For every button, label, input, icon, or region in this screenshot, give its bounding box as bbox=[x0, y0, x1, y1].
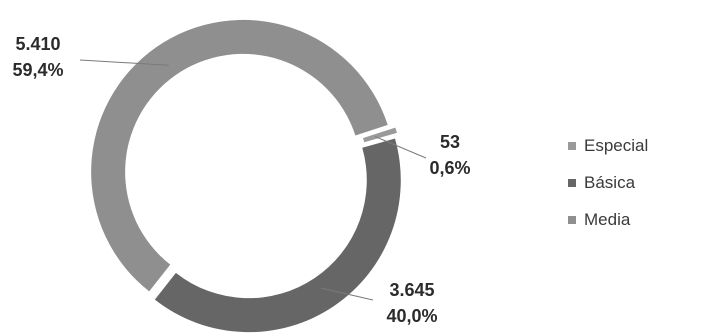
leader-lines-group bbox=[79, 59, 427, 301]
percent-label-2: 59,4% bbox=[12, 60, 63, 80]
legend-swatch-b-sica bbox=[568, 179, 576, 187]
value-label-1: 3.645 bbox=[389, 280, 434, 300]
percent-label-0: 0,6% bbox=[429, 158, 470, 178]
slice-media bbox=[91, 19, 388, 292]
leader-line-2 bbox=[79, 59, 169, 66]
slice-especial bbox=[363, 127, 397, 143]
slices-group bbox=[91, 19, 401, 333]
value-label-0: 53 bbox=[440, 132, 460, 152]
legend: Especial Básica Media bbox=[568, 136, 648, 229]
percent-label-1: 40,0% bbox=[386, 306, 437, 326]
data-labels-group: 53 0,6% 3.645 40,0% 5.410 59,4% bbox=[12, 34, 470, 326]
leader-line-1 bbox=[321, 287, 374, 301]
legend-label-b-sica: Básica bbox=[584, 173, 636, 192]
value-label-2: 5.410 bbox=[15, 34, 60, 54]
legend-swatch-especial bbox=[568, 142, 576, 150]
legend-label-especial: Especial bbox=[584, 136, 648, 155]
legend-label-media: Media bbox=[584, 210, 631, 229]
slice-b-sica bbox=[154, 138, 401, 333]
legend-swatch-media bbox=[568, 216, 576, 224]
leader-line-0 bbox=[374, 136, 427, 159]
